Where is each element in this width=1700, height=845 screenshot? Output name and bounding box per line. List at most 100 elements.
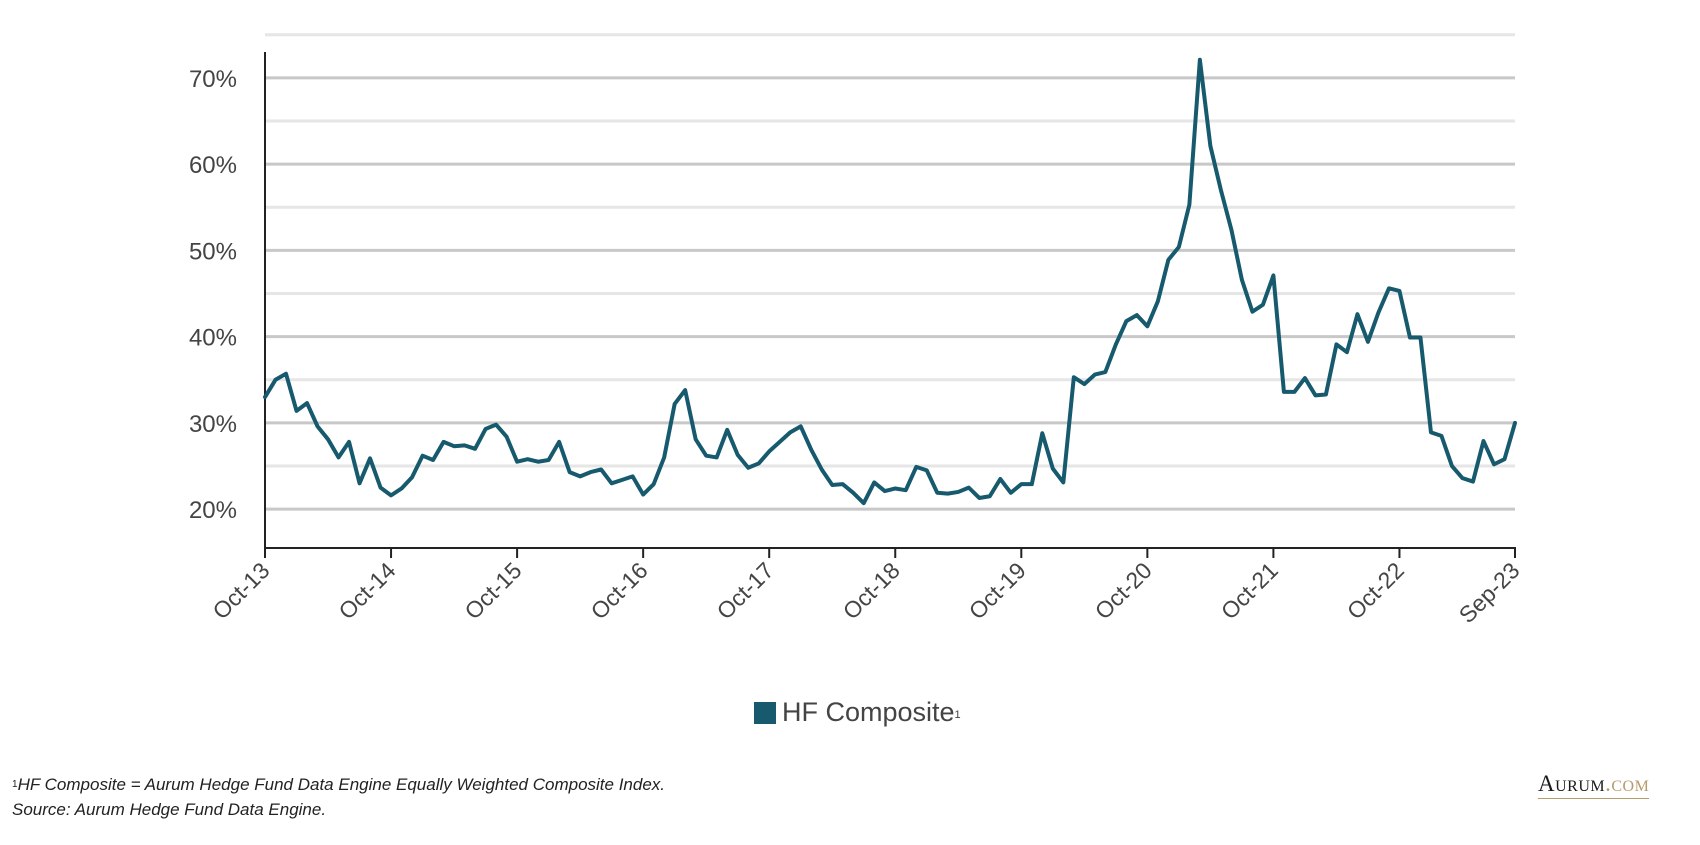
x-tick-label: Oct-17 bbox=[712, 557, 779, 624]
data-point bbox=[1313, 393, 1317, 397]
data-point bbox=[1429, 430, 1433, 434]
data-point bbox=[1492, 462, 1496, 466]
x-axis: Oct-13 Oct-14 Oct-15 Oct-16 Oct-17 Oct-18 Oct-… bbox=[207, 547, 1525, 628]
data-point bbox=[652, 482, 656, 486]
data-point bbox=[1345, 350, 1349, 354]
data-point bbox=[536, 460, 540, 464]
series-layer bbox=[263, 57, 1517, 506]
data-point bbox=[410, 475, 414, 479]
data-point bbox=[1460, 476, 1464, 480]
data-point bbox=[494, 423, 498, 427]
data-point bbox=[316, 424, 320, 428]
gridlines bbox=[265, 33, 1515, 511]
aurum-logo: Aurum.com bbox=[1538, 771, 1650, 799]
data-point bbox=[589, 470, 593, 474]
data-point bbox=[599, 468, 603, 471]
data-point bbox=[1355, 312, 1359, 316]
data-point bbox=[872, 480, 876, 484]
data-point bbox=[1198, 58, 1202, 62]
data-point bbox=[1030, 482, 1034, 486]
data-point bbox=[998, 477, 1002, 481]
data-point bbox=[337, 455, 341, 459]
data-point bbox=[694, 437, 698, 441]
data-point bbox=[578, 474, 582, 478]
data-point bbox=[767, 449, 771, 453]
data-point bbox=[1177, 245, 1181, 249]
data-point bbox=[1418, 336, 1422, 340]
data-point bbox=[1324, 392, 1328, 396]
series-line-hf-composite bbox=[263, 57, 1517, 506]
y-tick-label: 20% bbox=[189, 497, 237, 524]
data-point bbox=[1072, 375, 1076, 379]
data-point bbox=[1450, 464, 1454, 468]
data-point bbox=[274, 378, 277, 382]
data-point bbox=[862, 501, 866, 505]
data-point bbox=[673, 402, 677, 406]
data-point bbox=[326, 437, 330, 441]
data-point bbox=[1397, 289, 1401, 293]
data-point bbox=[358, 481, 362, 485]
data-point bbox=[662, 455, 666, 459]
data-point bbox=[1439, 434, 1443, 438]
data-point bbox=[631, 474, 635, 478]
footnote: 1HF Composite = Aurum Hedge Fund Data En… bbox=[12, 772, 665, 822]
data-point bbox=[1471, 480, 1475, 484]
data-point bbox=[505, 435, 509, 439]
data-point bbox=[1292, 390, 1296, 394]
data-point bbox=[1187, 203, 1191, 207]
data-point bbox=[1009, 491, 1013, 495]
data-point bbox=[820, 468, 824, 471]
data-point bbox=[1061, 480, 1065, 484]
data-point bbox=[1261, 303, 1265, 307]
data-point bbox=[1250, 310, 1254, 314]
footnote-line-1: 1HF Composite = Aurum Hedge Fund Data En… bbox=[12, 772, 665, 797]
data-point bbox=[715, 455, 719, 459]
data-point bbox=[284, 372, 288, 376]
data-point bbox=[1114, 342, 1118, 346]
data-point bbox=[368, 456, 372, 460]
data-point bbox=[830, 483, 834, 487]
data-point bbox=[883, 489, 887, 493]
data-point bbox=[725, 428, 729, 432]
data-point bbox=[1135, 313, 1139, 317]
data-point bbox=[1481, 439, 1485, 443]
data-point bbox=[1366, 340, 1370, 344]
footnote-definition: HF Composite = Aurum Hedge Fund Data Eng… bbox=[17, 775, 666, 794]
data-point bbox=[1219, 188, 1223, 192]
data-point bbox=[1156, 299, 1160, 303]
data-point bbox=[788, 430, 792, 434]
data-point bbox=[452, 444, 456, 448]
data-point bbox=[431, 458, 435, 462]
y-tick-label: 60% bbox=[189, 152, 237, 179]
brand-suffix: .com bbox=[1605, 771, 1650, 796]
data-point bbox=[893, 486, 897, 490]
x-tick-label: Oct-20 bbox=[1090, 557, 1157, 624]
data-point bbox=[1082, 382, 1086, 386]
y-tick-label: 30% bbox=[189, 411, 237, 438]
x-tick-label: Oct-16 bbox=[585, 557, 652, 624]
data-point bbox=[263, 395, 267, 399]
data-point bbox=[1124, 319, 1128, 323]
data-point bbox=[956, 490, 960, 494]
x-tick-label: Oct-13 bbox=[207, 557, 274, 624]
data-point bbox=[977, 496, 981, 500]
data-point bbox=[746, 466, 750, 470]
data-point bbox=[1334, 342, 1338, 346]
data-point bbox=[925, 468, 929, 472]
data-point bbox=[1229, 228, 1233, 232]
data-point bbox=[515, 460, 519, 464]
data-point bbox=[841, 482, 845, 486]
y-tick-label: 40% bbox=[189, 325, 237, 352]
data-point bbox=[641, 493, 645, 497]
footnote-line-2: Source: Aurum Hedge Fund Data Engine. bbox=[12, 800, 327, 819]
data-point bbox=[557, 440, 561, 444]
data-point bbox=[1303, 376, 1307, 380]
y-tick-label: 50% bbox=[189, 238, 237, 265]
data-point bbox=[610, 481, 614, 485]
data-point bbox=[809, 448, 813, 452]
data-point bbox=[1387, 286, 1391, 290]
data-point bbox=[1051, 467, 1055, 471]
data-point bbox=[442, 440, 446, 444]
legend-label: HF Composite bbox=[782, 697, 955, 727]
